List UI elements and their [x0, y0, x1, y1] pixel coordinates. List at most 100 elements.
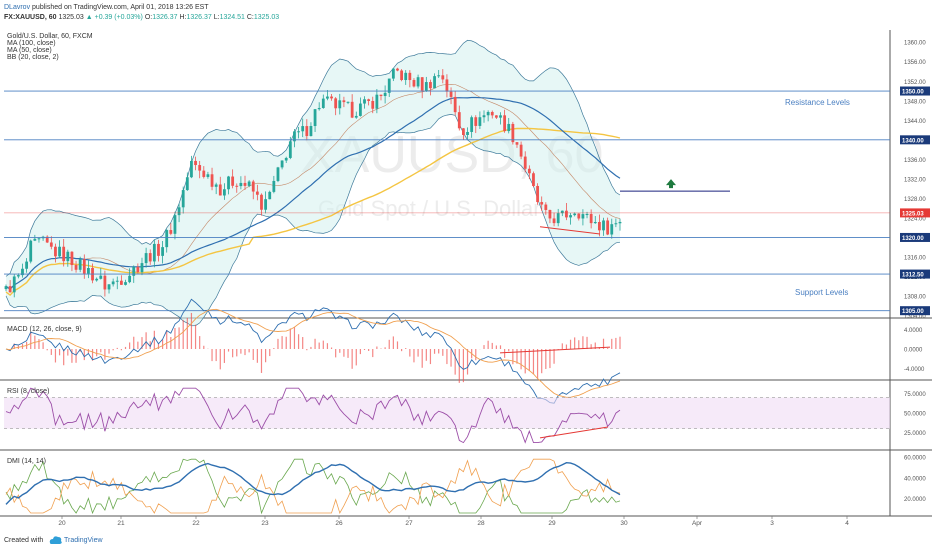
macd-line — [5, 298, 621, 404]
main-legend: Gold/U.S. Dollar, 60, FXCM MA (100, clos… — [7, 33, 93, 61]
candle-body — [507, 123, 511, 132]
candle-body — [437, 75, 441, 77]
candle-body — [74, 265, 78, 270]
high-label: H: — [179, 14, 187, 21]
support-levels-label: Support Levels — [795, 288, 848, 297]
price-trend-line — [539, 226, 601, 235]
candle-body — [210, 174, 214, 187]
candle-body — [466, 131, 469, 135]
price-axis-marker — [900, 208, 930, 218]
ohlc-line: FX:XAUUSD, 60 1325.03 ▲ +0.39 (+0.03%) O… — [4, 13, 279, 22]
candle-body — [70, 251, 74, 266]
candle-body — [321, 98, 325, 108]
candle-body — [119, 280, 123, 285]
candle-body — [66, 251, 70, 262]
price-axis-marker-label: 1320.00 — [902, 236, 924, 242]
candle-body — [462, 128, 465, 135]
author-link[interactable]: DLavrov — [4, 4, 31, 11]
candle-body — [548, 209, 552, 219]
candle-body — [251, 181, 255, 192]
candle-body — [177, 207, 181, 216]
price-tick-label: 1336.00 — [904, 158, 926, 164]
legend-bb: BB (20, close, 2) — [7, 54, 59, 61]
candle-body — [527, 168, 531, 174]
legend-ma50: MA (50, close) — [7, 47, 52, 54]
symbol-label: FX:XAUUSD, 60 — [4, 14, 57, 21]
macd-signal-line — [5, 308, 621, 398]
price-axis-marker — [900, 269, 930, 279]
candle-body — [107, 284, 111, 290]
candle-body — [420, 77, 424, 91]
dmi-tick-label: 40.0000 — [904, 476, 926, 482]
candle-body — [111, 281, 115, 285]
candle-body — [223, 189, 226, 196]
candle-body — [474, 117, 478, 126]
price-axis-marker-label: 1325.03 — [902, 211, 924, 217]
published-text: published on TradingView.com, April 01, … — [32, 4, 209, 11]
publish-line: DLavrov published on TradingView.com, Ap… — [4, 3, 209, 12]
candle-body — [288, 141, 292, 158]
tradingview-link[interactable]: TradingView — [64, 537, 103, 544]
candle-body — [416, 77, 420, 87]
candle-body — [544, 204, 548, 210]
rsi-tick-label: 25.0000 — [904, 431, 926, 437]
chart-header: DLavrov published on TradingView.com, Ap… — [0, 0, 932, 26]
dmi-tick-label: 20.0000 — [904, 497, 926, 503]
candle-body — [614, 223, 618, 225]
candle-body — [593, 221, 597, 224]
candle-body — [161, 247, 164, 256]
candle-body — [54, 246, 57, 257]
candle-body — [536, 185, 539, 203]
candle-body — [206, 174, 210, 177]
candle-body — [379, 94, 383, 97]
candle-body — [618, 221, 622, 224]
created-with-text: Created with — [4, 537, 44, 544]
resistance-levels-label: Resistance Levels — [785, 98, 850, 107]
macd-tick-label: -4.0000 — [904, 367, 925, 373]
candle-body — [371, 100, 375, 109]
candle-body — [198, 165, 202, 171]
candle-body — [49, 242, 53, 247]
candle-body — [552, 218, 556, 224]
watermark-name: Gold Spot / U.S. Dollar — [318, 196, 541, 221]
candle-body — [128, 275, 132, 283]
candle-body — [301, 126, 305, 132]
candle-body — [58, 246, 61, 257]
candle-body — [231, 176, 235, 186]
candle-body — [78, 259, 82, 270]
price-tick-label: 1308.00 — [904, 295, 926, 301]
legend-title: Gold/U.S. Dollar, 60, FXCM — [7, 33, 93, 40]
candle-body — [523, 156, 527, 169]
candle-body — [396, 68, 399, 71]
candle-body — [387, 78, 391, 93]
candle-body — [358, 103, 362, 116]
x-tick-label: 21 — [117, 520, 125, 527]
candle-body — [391, 68, 395, 79]
candle-body — [157, 243, 160, 256]
candle-body — [305, 126, 309, 137]
candle-body — [25, 261, 29, 269]
candle-body — [606, 220, 610, 235]
candle-body — [354, 115, 358, 118]
dmi-adx-line — [5, 461, 621, 505]
footer: Created with TradingView — [0, 533, 932, 550]
candle-body — [330, 96, 333, 99]
candle-body — [602, 220, 605, 231]
candle-body — [45, 236, 49, 243]
candle-body — [560, 210, 564, 214]
candle-body — [115, 280, 119, 282]
candle-body — [511, 123, 515, 143]
close-value: 1325.03 — [253, 14, 280, 21]
candle-body — [313, 109, 317, 127]
candle-body — [412, 80, 416, 87]
candle-body — [350, 101, 354, 118]
candle-body — [540, 202, 544, 205]
candle-body — [181, 190, 185, 208]
candle-body — [82, 259, 86, 274]
candle-body — [338, 100, 342, 109]
candle-body — [453, 96, 457, 113]
candle-body — [565, 210, 568, 218]
candle-body — [478, 117, 482, 126]
price-tick-label: 1344.00 — [904, 119, 926, 125]
